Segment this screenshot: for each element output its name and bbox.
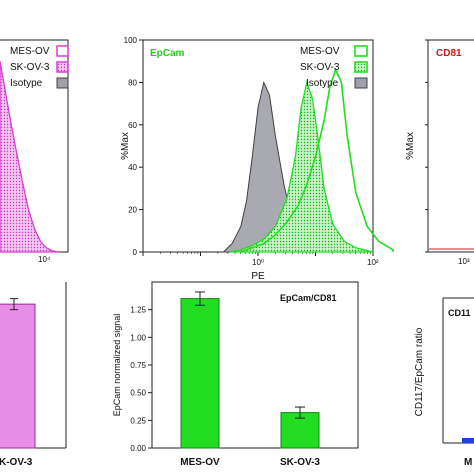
hist-epcam-xlabel: PE: [251, 271, 265, 282]
hist-epcam-x-ticks: 10⁰ 10²: [142, 252, 379, 267]
hist-epcam-legend-skov3-swatch: [354, 61, 368, 73]
bar-ratio-panel: CD11 CD117/EpCam ratio M: [414, 297, 474, 468]
hist-epcam-ylabel: %Max: [120, 132, 131, 160]
hist-left-legend-skov3-swatch: [56, 61, 69, 73]
bar-epcam-bars: [180, 291, 320, 449]
bar-left-panel: K-OV-3: [0, 282, 67, 468]
bar-epcam-bar-mes-ov: [180, 298, 220, 449]
hist-epcam-y-ticks: 0 20 40 60 80 100: [124, 36, 143, 257]
hist-left-skov3-curve: [0, 61, 59, 253]
hist-epcam-legend-mesov-swatch: [354, 45, 368, 57]
hist-epcam-ytick-label-0: 0: [133, 248, 138, 257]
hist-left-panel: MES-OV SK-OV-3 Isotype 10⁴: [0, 39, 69, 264]
hist-epcam-ytick-label-60: 60: [128, 121, 137, 130]
bar-ratio-category: M: [464, 457, 472, 468]
hist-cd81-title: CD81: [436, 48, 462, 59]
hist-epcam-ytick-label-20: 20: [128, 206, 137, 215]
bar-epcam-category-mesov: MES-OV: [180, 457, 220, 468]
bar-ratio-bar: [462, 438, 474, 443]
hist-left-legend-isotype-swatch: [56, 77, 69, 89]
bar-ratio-title: CD11: [448, 308, 471, 318]
hist-left-legend-skov3: SK-OV-3: [10, 62, 50, 73]
bar-epcam-category-skov3: SK-OV-3: [280, 457, 320, 468]
bar-epcam-y-ticks: 0.00 0.25 0.50 0.75 1.00 1.25: [130, 306, 152, 453]
bar-ratio-ylabel: CD117/EpCam ratio: [414, 327, 425, 416]
hist-epcam-ytick-label-80: 80: [128, 78, 137, 87]
hist-epcam-title: EpCam: [150, 48, 185, 59]
bar-left-bar: [0, 303, 36, 449]
hist-cd81-panel: CD81 %Max 10³: [405, 39, 474, 266]
bar-epcam-ytick-label-1.00: 1.00: [130, 333, 146, 342]
hist-left-legend-mesov-swatch: [56, 45, 69, 57]
bar-left-category: K-OV-3: [0, 457, 33, 468]
hist-left-legend-mesov: MES-OV: [10, 46, 50, 57]
bar-epcam-ytick-label-0.25: 0.25: [130, 416, 146, 425]
hist-cd81-xtick-1e3: 10³: [458, 257, 470, 266]
bar-epcam-ytick-label-0.50: 0.50: [130, 389, 146, 398]
hist-epcam-xtick-label-1: 10²: [367, 258, 379, 267]
hist-epcam-ytick-label-100: 100: [124, 36, 138, 45]
hist-epcam-legend: MES-OV SK-OV-3 Isotype: [300, 45, 368, 89]
bar-epcam-panel: 0.00 0.25 0.50 0.75 1.00 1.25 EpCam/CD81 EpCa…: [112, 281, 359, 468]
bar-epcam-ylabel: EpCam normalized signal: [112, 314, 122, 417]
hist-epcam-legend-isotype-swatch: [354, 77, 368, 89]
hist-left-legend-isotype: Isotype: [10, 78, 43, 89]
hist-cd81-y-ticks: [425, 39, 428, 253]
hist-epcam-legend-skov3: SK-OV-3: [300, 62, 340, 73]
hist-left-legend: MES-OV SK-OV-3 Isotype: [10, 45, 69, 89]
bar-epcam-ytick-label-0.75: 0.75: [130, 361, 146, 370]
hist-left-xtick-1e4: 10⁴: [38, 255, 51, 264]
hist-epcam-ytick-label-40: 40: [128, 163, 137, 172]
hist-epcam-skov3-curve: [229, 80, 374, 253]
hist-epcam-xtick-label-0: 10⁰: [252, 258, 264, 267]
hist-epcam-panel: 0 20 40 60 80 100 10⁰ 10² EpCam MES-OV SK-OV-3…: [120, 36, 394, 282]
bar-left-error-bar: [10, 298, 18, 311]
hist-epcam-legend-mesov: MES-OV: [300, 46, 340, 57]
hist-cd81-ylabel: %Max: [405, 132, 416, 160]
hist-epcam-mesov-curve: [240, 67, 394, 253]
bar-epcam-ytick-label-0.00: 0.00: [130, 444, 146, 453]
bar-epcam-title: EpCam/CD81: [280, 293, 337, 303]
bar-epcam-ytick-label-1.25: 1.25: [130, 306, 146, 315]
hist-epcam-legend-isotype: Isotype: [306, 78, 339, 89]
